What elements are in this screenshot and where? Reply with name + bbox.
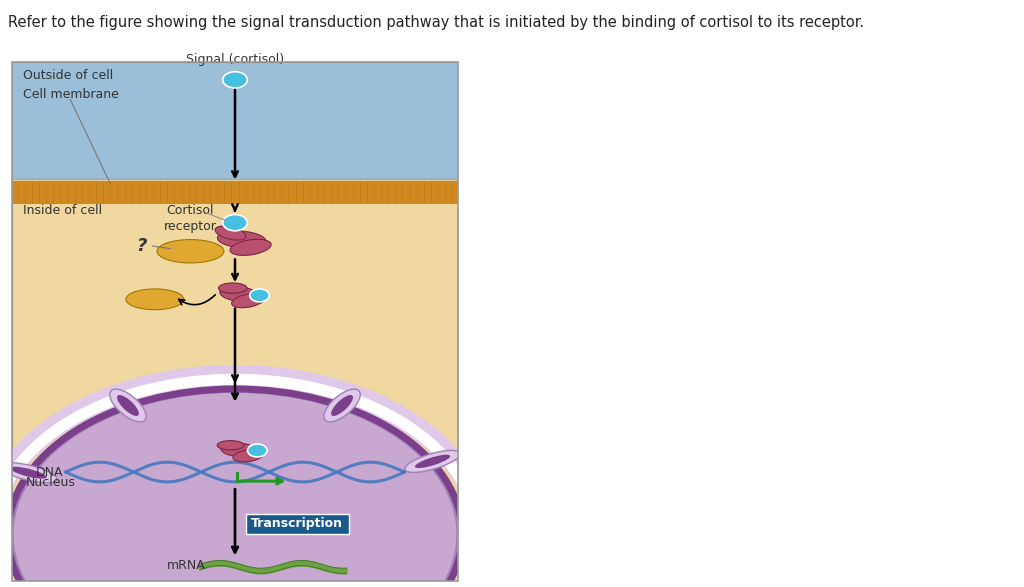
Ellipse shape — [117, 395, 139, 416]
Ellipse shape — [232, 450, 264, 462]
Text: Inside of cell: Inside of cell — [24, 204, 102, 218]
Ellipse shape — [157, 239, 224, 263]
Ellipse shape — [415, 455, 451, 468]
Ellipse shape — [404, 450, 460, 473]
Ellipse shape — [230, 239, 271, 255]
Text: Signal (cortisol): Signal (cortisol) — [186, 52, 284, 66]
Ellipse shape — [248, 444, 267, 457]
Ellipse shape — [250, 289, 269, 302]
FancyBboxPatch shape — [246, 514, 348, 534]
Ellipse shape — [0, 463, 57, 483]
Ellipse shape — [215, 226, 246, 240]
Text: Transcription: Transcription — [251, 518, 343, 531]
Ellipse shape — [324, 389, 360, 422]
Ellipse shape — [331, 395, 353, 416]
Ellipse shape — [217, 441, 244, 450]
Ellipse shape — [221, 443, 258, 457]
FancyBboxPatch shape — [12, 178, 458, 581]
Text: Outside of cell: Outside of cell — [24, 69, 114, 82]
Text: ?: ? — [136, 237, 146, 255]
Ellipse shape — [110, 389, 146, 422]
Ellipse shape — [12, 392, 458, 587]
Text: DNA: DNA — [36, 465, 63, 478]
FancyBboxPatch shape — [12, 62, 458, 178]
Text: Cell membrane: Cell membrane — [24, 87, 120, 100]
FancyBboxPatch shape — [12, 181, 458, 204]
Text: Nucleus: Nucleus — [26, 476, 76, 489]
Ellipse shape — [217, 231, 266, 248]
Ellipse shape — [223, 72, 247, 88]
Ellipse shape — [218, 283, 247, 294]
Text: Cortisol
receptor: Cortisol receptor — [164, 204, 217, 234]
Ellipse shape — [231, 294, 265, 308]
Ellipse shape — [126, 289, 183, 310]
Ellipse shape — [220, 286, 259, 302]
Ellipse shape — [223, 215, 247, 231]
Text: Refer to the figure showing the signal transduction pathway that is initiated by: Refer to the figure showing the signal t… — [8, 15, 864, 30]
Ellipse shape — [10, 467, 47, 478]
Text: mRNA: mRNA — [167, 558, 206, 572]
